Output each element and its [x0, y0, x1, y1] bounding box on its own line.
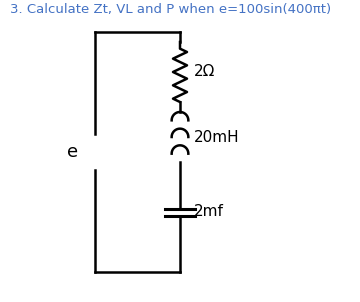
Text: 2mf: 2mf: [194, 204, 224, 220]
Text: 2Ω: 2Ω: [194, 65, 215, 79]
Text: 20mH: 20mH: [194, 130, 240, 144]
Text: e: e: [67, 143, 78, 161]
Text: 3. Calculate Zt, VL and P when e=100sin(400πt): 3. Calculate Zt, VL and P when e=100sin(…: [10, 3, 331, 16]
